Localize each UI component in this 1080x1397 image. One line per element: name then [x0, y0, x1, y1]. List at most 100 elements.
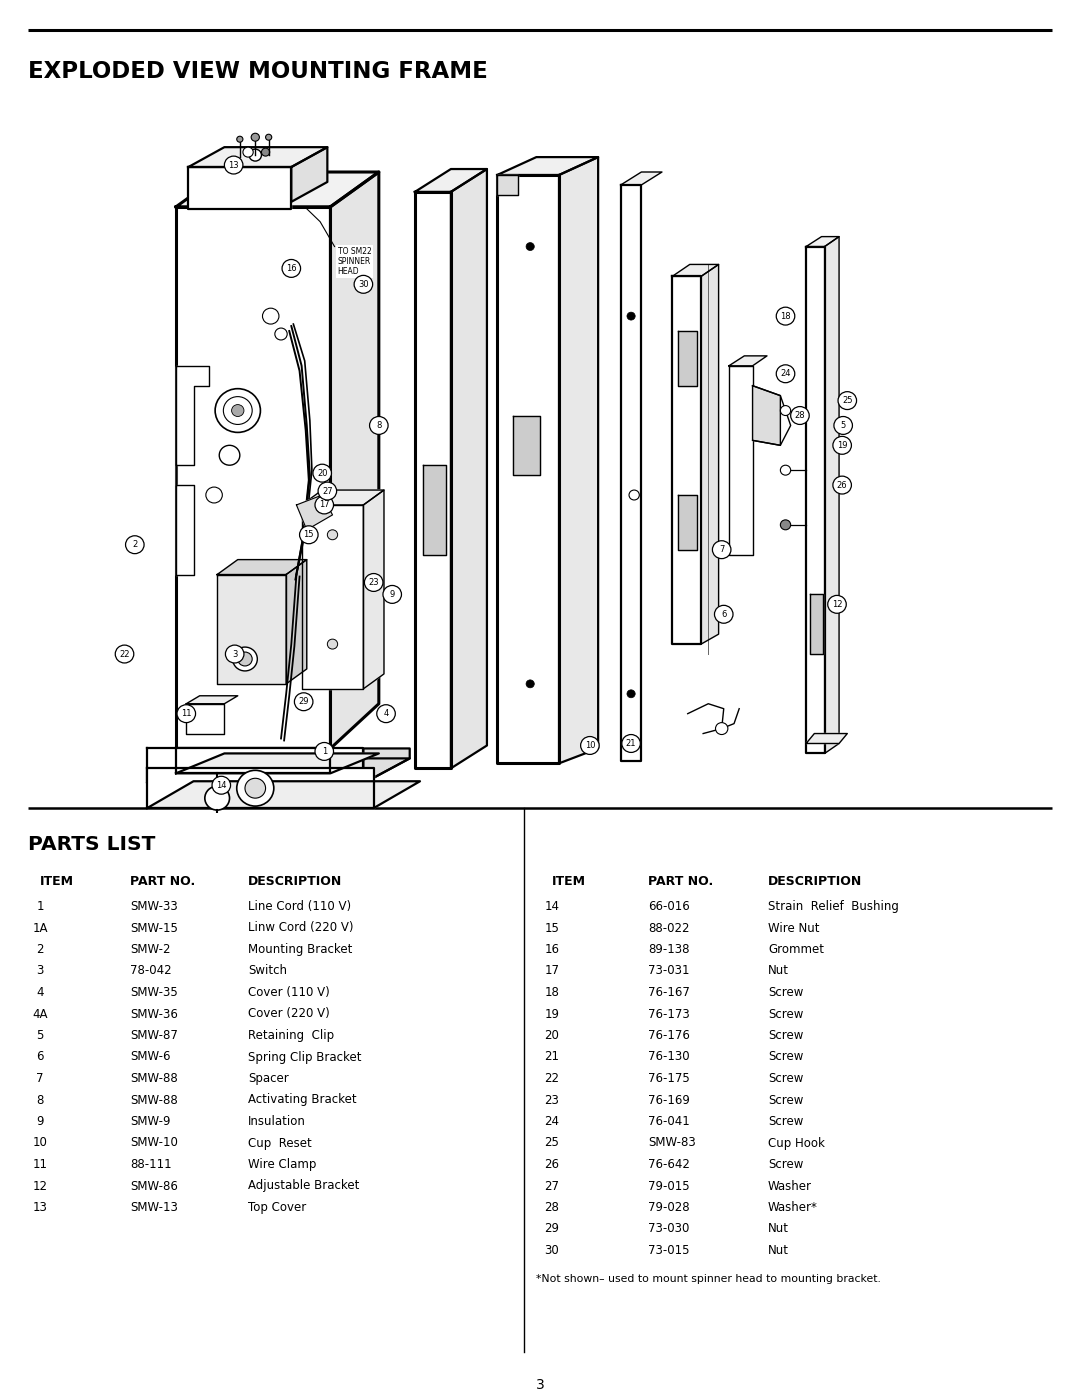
Text: 4: 4: [37, 986, 44, 999]
Circle shape: [383, 585, 402, 604]
Text: Cover (220 V): Cover (220 V): [248, 1007, 329, 1020]
Polygon shape: [729, 366, 753, 555]
Text: Wire Nut: Wire Nut: [768, 922, 820, 935]
Text: 24: 24: [780, 369, 791, 379]
Circle shape: [225, 156, 243, 175]
Text: SMW-35: SMW-35: [130, 986, 178, 999]
Text: 6: 6: [721, 609, 727, 619]
Text: 14: 14: [216, 781, 227, 789]
Text: 12: 12: [832, 599, 842, 609]
Circle shape: [215, 388, 260, 433]
Text: 24: 24: [544, 1115, 559, 1127]
Text: Screw: Screw: [768, 1051, 804, 1063]
Text: Activating Bracket: Activating Bracket: [248, 1094, 356, 1106]
Text: SMW-83: SMW-83: [648, 1137, 696, 1150]
Text: 76-169: 76-169: [648, 1094, 690, 1106]
Polygon shape: [176, 366, 208, 465]
Text: 8: 8: [376, 420, 381, 430]
Polygon shape: [176, 465, 193, 574]
Text: DESCRIPTION: DESCRIPTION: [768, 875, 862, 888]
Polygon shape: [701, 264, 718, 644]
Circle shape: [238, 652, 253, 666]
Circle shape: [232, 647, 257, 671]
Polygon shape: [212, 833, 222, 845]
Text: PARTS LIST: PARTS LIST: [28, 835, 156, 854]
Circle shape: [781, 405, 791, 415]
Polygon shape: [176, 749, 330, 774]
Text: SMW-88: SMW-88: [130, 1071, 178, 1085]
Text: 4A: 4A: [32, 1007, 48, 1020]
Text: 21: 21: [625, 739, 636, 747]
Polygon shape: [188, 147, 327, 168]
Text: 11: 11: [32, 1158, 48, 1171]
Text: ITEM: ITEM: [40, 875, 75, 888]
Text: Cup Hook: Cup Hook: [768, 1137, 825, 1150]
Text: 1A: 1A: [32, 922, 48, 935]
Polygon shape: [672, 264, 718, 277]
Polygon shape: [147, 759, 409, 784]
Circle shape: [838, 391, 856, 409]
Polygon shape: [176, 753, 379, 774]
Circle shape: [116, 645, 134, 664]
Circle shape: [266, 134, 272, 140]
Circle shape: [827, 595, 847, 613]
Text: 79-015: 79-015: [648, 1179, 690, 1193]
Text: 19: 19: [544, 1007, 559, 1020]
Text: 28: 28: [544, 1201, 559, 1214]
Polygon shape: [513, 415, 540, 475]
Text: 79-028: 79-028: [648, 1201, 690, 1214]
Polygon shape: [176, 207, 330, 749]
Text: EXPLODED VIEW MOUNTING FRAME: EXPLODED VIEW MOUNTING FRAME: [28, 60, 488, 82]
Polygon shape: [621, 184, 642, 761]
Text: Grommet: Grommet: [768, 943, 824, 956]
Circle shape: [622, 735, 640, 753]
Circle shape: [781, 465, 791, 475]
Text: Strain  Relief  Bushing: Strain Relief Bushing: [768, 900, 899, 914]
Polygon shape: [208, 823, 226, 833]
Text: SMW-2: SMW-2: [130, 943, 171, 956]
Text: SMW-33: SMW-33: [130, 900, 178, 914]
Polygon shape: [217, 560, 307, 574]
Text: 1: 1: [37, 900, 44, 914]
Text: 20: 20: [316, 468, 327, 478]
Text: 2: 2: [37, 943, 44, 956]
Text: 22: 22: [119, 650, 130, 658]
Circle shape: [252, 133, 259, 141]
Circle shape: [629, 490, 639, 500]
Text: 27: 27: [322, 486, 333, 496]
Circle shape: [777, 307, 795, 326]
Text: SMW-13: SMW-13: [130, 1201, 178, 1214]
Circle shape: [526, 680, 535, 687]
Text: Spring Clip Bracket: Spring Clip Bracket: [248, 1051, 362, 1063]
Text: SMW-88: SMW-88: [130, 1094, 178, 1106]
Circle shape: [834, 416, 852, 434]
Circle shape: [713, 541, 731, 559]
Text: 6: 6: [37, 1051, 44, 1063]
Text: TO SM22
SPINNER
HEAD: TO SM22 SPINNER HEAD: [338, 246, 372, 277]
Circle shape: [581, 736, 599, 754]
Text: 20: 20: [544, 1030, 559, 1042]
Text: 3: 3: [232, 650, 238, 658]
Polygon shape: [147, 768, 374, 807]
Polygon shape: [363, 749, 409, 784]
Text: Top Cover: Top Cover: [248, 1201, 307, 1214]
Polygon shape: [806, 733, 848, 743]
Text: PART NO.: PART NO.: [130, 875, 195, 888]
Polygon shape: [497, 156, 598, 175]
Circle shape: [354, 275, 373, 293]
Text: Cup  Reset: Cup Reset: [248, 1137, 312, 1150]
Polygon shape: [147, 781, 420, 807]
Text: Nut: Nut: [768, 1222, 789, 1235]
Text: 25: 25: [842, 397, 852, 405]
Circle shape: [219, 446, 240, 465]
Text: 13: 13: [32, 1201, 48, 1214]
Text: 76-175: 76-175: [648, 1071, 690, 1085]
Text: 12: 12: [32, 1179, 48, 1193]
Circle shape: [125, 536, 144, 553]
Circle shape: [282, 260, 300, 278]
Text: 66-016: 66-016: [648, 900, 690, 914]
Circle shape: [261, 148, 270, 156]
Polygon shape: [497, 175, 559, 763]
Text: 19: 19: [837, 441, 848, 450]
Circle shape: [249, 149, 261, 161]
